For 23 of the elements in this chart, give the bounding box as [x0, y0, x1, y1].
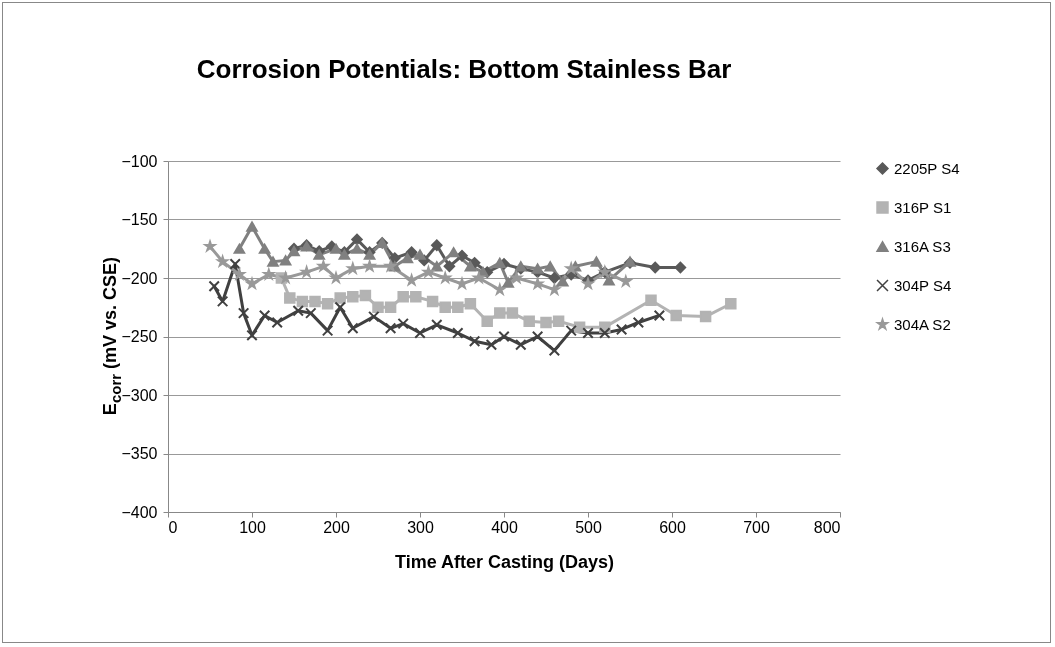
- y-tick-label: −150: [121, 211, 158, 228]
- y-tick-label: −250: [121, 328, 158, 345]
- x-tick-label: 500: [575, 518, 602, 536]
- y-tick-label: −400: [121, 503, 158, 521]
- y-tick-label: −350: [121, 445, 158, 462]
- legend-label: 316P S1: [894, 198, 952, 216]
- x-tick-label: 800: [813, 518, 841, 536]
- x-tick-label: 400: [491, 518, 518, 536]
- x-tick-label: 300: [407, 518, 434, 536]
- x-tick-label: 200: [323, 518, 350, 536]
- chart-title: Corrosion Potentials: Bottom Stainless Bar: [196, 54, 732, 84]
- x-tick-label: 100: [239, 518, 266, 536]
- x-tick-label: 0: [168, 518, 178, 536]
- x-axis-title: Time After Casting (Days): [394, 551, 615, 572]
- legend-label: 304A S2: [894, 315, 951, 333]
- legend-label: 316A S3: [894, 237, 951, 255]
- legend-label: 304P S4: [894, 276, 952, 294]
- y-tick-label: −100: [121, 152, 158, 170]
- x-tick-label: 600: [659, 518, 686, 536]
- y-tick-label: −200: [121, 269, 158, 287]
- x-tick-label: 700: [743, 518, 770, 536]
- legend-label: 2205P S4: [894, 159, 960, 177]
- y-tick-label: −300: [121, 386, 158, 404]
